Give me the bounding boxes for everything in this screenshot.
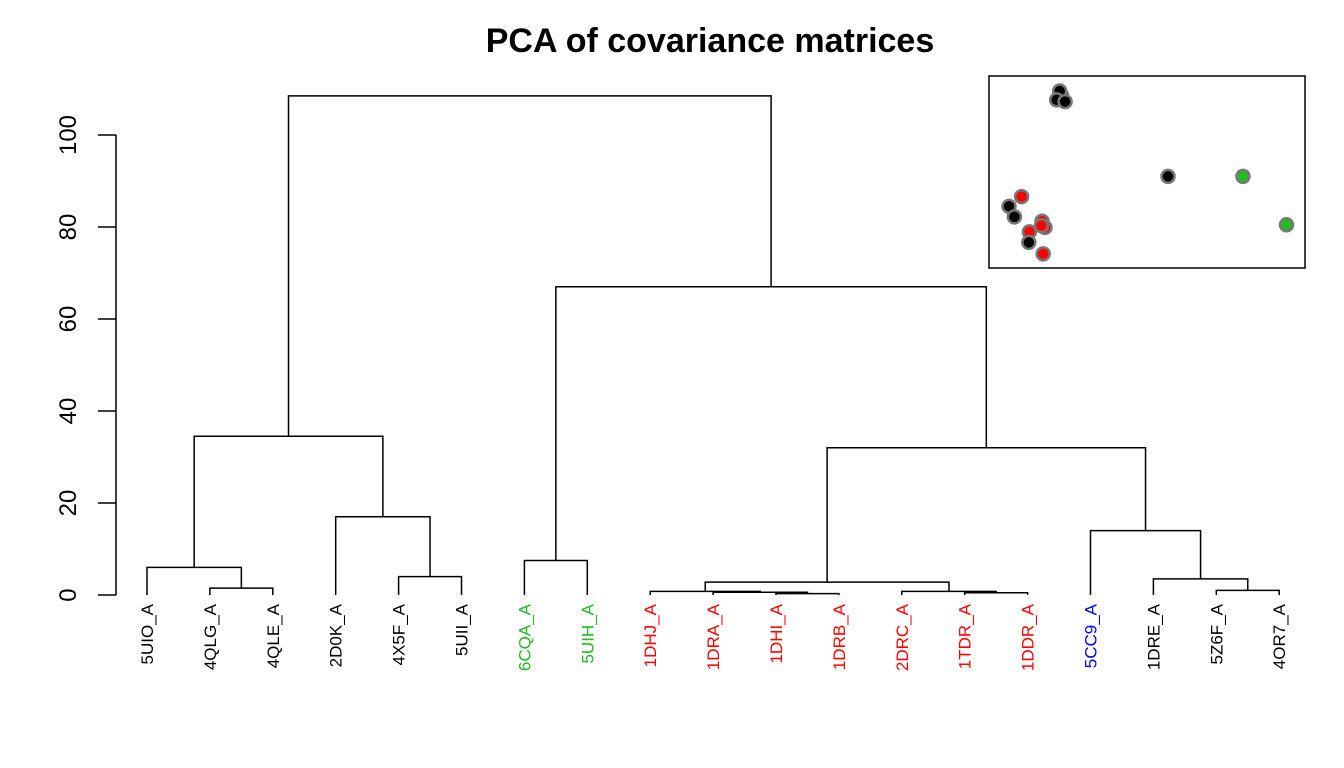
dendrogram-branch [555, 286, 988, 561]
dendrogram-branch [397, 575, 463, 595]
dendrogram-branch [963, 591, 1029, 595]
leaf-label: 2D0K_A [327, 603, 346, 667]
leaf-label: 1DRE_A [1144, 603, 1163, 670]
leaf-label: 1DHI_A [767, 603, 786, 663]
dendrogram-tree [146, 95, 1280, 595]
leaf-label: 4QLG_A [201, 603, 220, 670]
pca-inset-plot [988, 75, 1306, 269]
inset-point [1057, 93, 1073, 110]
leaf-label: 5UIO_A [138, 603, 157, 664]
dendrogram-branch [704, 581, 950, 592]
inset-point [1235, 168, 1251, 185]
y-tick-label: 80 [55, 214, 82, 241]
leaf-label: 5Z6F_A [1207, 603, 1226, 664]
dendrogram-branch [1215, 589, 1280, 595]
leaf-label: 2DRC_A [893, 603, 912, 671]
leaf-labels: 5UIO_A 4QLG_A 4QLE_A 2D0K_A 4X5F_A 5UII_A 6CQA… [138, 603, 1289, 671]
leaf-label: 1DDR_A [1019, 603, 1038, 671]
inset-point [1013, 188, 1030, 205]
dendrogram-branch [146, 566, 243, 595]
leaf-label: 1DRA_A [704, 603, 723, 670]
dendrogram-branch [826, 447, 1147, 583]
inset-frame [988, 75, 1306, 269]
leaf-label: 6CQA_A [515, 603, 534, 671]
dendrogram-branch [1152, 578, 1249, 595]
leaf-label: 4X5F_A [390, 603, 409, 665]
y-tick-label: 20 [55, 490, 82, 517]
leaf-label: 1TDR_A [956, 603, 975, 669]
y-tick-label: 60 [55, 306, 82, 333]
inset-point [1006, 209, 1023, 225]
inset-point [1160, 168, 1176, 185]
inset-point [1035, 246, 1051, 262]
dendrogram-branch [193, 435, 384, 568]
chart-title: PCA of covariance matrices [486, 22, 935, 60]
leaf-label: 1DHJ_A [641, 603, 660, 667]
dendrogram-branch [1089, 529, 1202, 595]
dendrogram-branch [523, 559, 589, 595]
y-tick-label: 100 [55, 115, 82, 155]
dendrogram-branch [775, 592, 840, 595]
leaf-label: 5UII_A [453, 603, 472, 656]
inset-point [1033, 217, 1050, 234]
leaf-label: 1DRB_A [830, 603, 849, 670]
y-tick-label: 0 [55, 588, 82, 601]
inset-point [1021, 234, 1037, 251]
dendrogram-branch [209, 587, 274, 595]
dendrogram-branch [287, 95, 772, 437]
leaf-label: 4OR7_A [1270, 603, 1289, 669]
inset-point [1278, 217, 1295, 233]
y-axis: 0 20 40 60 80 100 [55, 115, 117, 602]
y-tick-label: 40 [55, 398, 82, 425]
dendrogram-branch [334, 516, 431, 595]
leaf-label: 5CC9_A [1082, 603, 1101, 668]
leaf-label: 4QLE_A [264, 603, 283, 668]
leaf-label: 5UIH_A [578, 603, 597, 663]
dendrogram-branch [649, 590, 762, 595]
